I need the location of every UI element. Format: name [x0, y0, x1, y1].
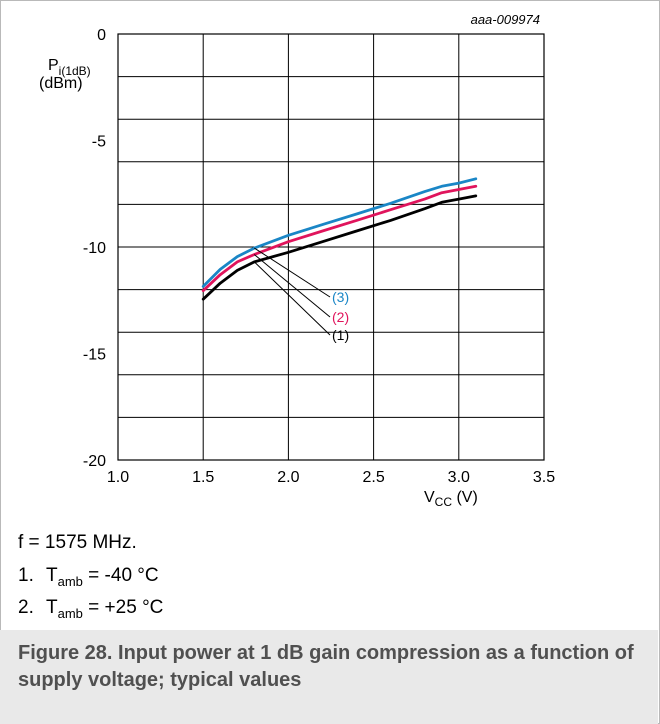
y-tick-label: -5	[92, 134, 106, 151]
curve-label-2: (2)	[332, 309, 349, 325]
x-tick-label: 2.5	[362, 469, 384, 486]
legend-note-2: 2. Tamb = +25 °C	[18, 597, 163, 625]
leader-line-1	[253, 261, 331, 336]
curve-label-3: (3)	[332, 289, 349, 305]
series-line-3	[201, 177, 478, 288]
y-tick-label: -20	[83, 453, 106, 470]
leader-line-2	[254, 254, 331, 318]
x-tick-label: 3.0	[448, 469, 470, 486]
x-tick-label: 3.5	[533, 469, 555, 486]
chart: 1.0 1.5 2.0 2.5 3.0 3.5 0 -5 -10 -15 -20 aaa-009974…	[39, 12, 555, 509]
frequency-note: f = 1575 MHz.	[18, 532, 137, 553]
y-tick-label: 0	[97, 27, 106, 44]
plot-border	[117, 33, 545, 461]
leader-line-3	[254, 247, 331, 298]
x-tick-label: 1.5	[192, 469, 214, 486]
legend-note-symbol: T	[46, 565, 58, 586]
curve-label-1: (1)	[332, 327, 349, 343]
x-axis-label-sub: CC	[435, 495, 453, 509]
x-tick-label: 1.0	[107, 469, 129, 486]
legend-note-subscript: amb	[57, 573, 83, 589]
y-tick-label: -15	[83, 347, 106, 364]
caption-bar: Figure 28. Input power at 1 dB gain comp…	[0, 630, 658, 724]
figure-caption: Figure 28. Input power at 1 dB gain comp…	[18, 642, 634, 691]
y-axis-unit: (dBm)	[39, 75, 83, 92]
legend-note-number: 2.	[18, 597, 34, 618]
legend-note-subscript: amb	[57, 605, 83, 621]
legend-note-symbol: T	[46, 597, 58, 618]
x-tick-label: 2.0	[277, 469, 299, 486]
y-axis-label-sub: i(1dB)	[59, 64, 91, 78]
legend-note-number: 1.	[18, 565, 34, 586]
legend-note-value: = +25 °C	[82, 597, 164, 618]
y-axis-label-main: P	[48, 57, 59, 74]
series-line-1	[201, 194, 478, 301]
figure-id-label: aaa-009974	[471, 12, 540, 27]
x-axis-label-main: V	[424, 489, 435, 506]
legend-note-value: = -40 °C	[82, 565, 159, 586]
series-line-2	[201, 184, 478, 293]
y-tick-label: -10	[83, 240, 106, 257]
x-axis-label-unit: (V)	[452, 489, 478, 506]
legend-note-1: 1. Tamb = -40 °C	[18, 565, 159, 593]
x-axis-label: VCC (V)	[424, 489, 478, 509]
y-axis-label: Pi(1dB)	[48, 57, 91, 78]
